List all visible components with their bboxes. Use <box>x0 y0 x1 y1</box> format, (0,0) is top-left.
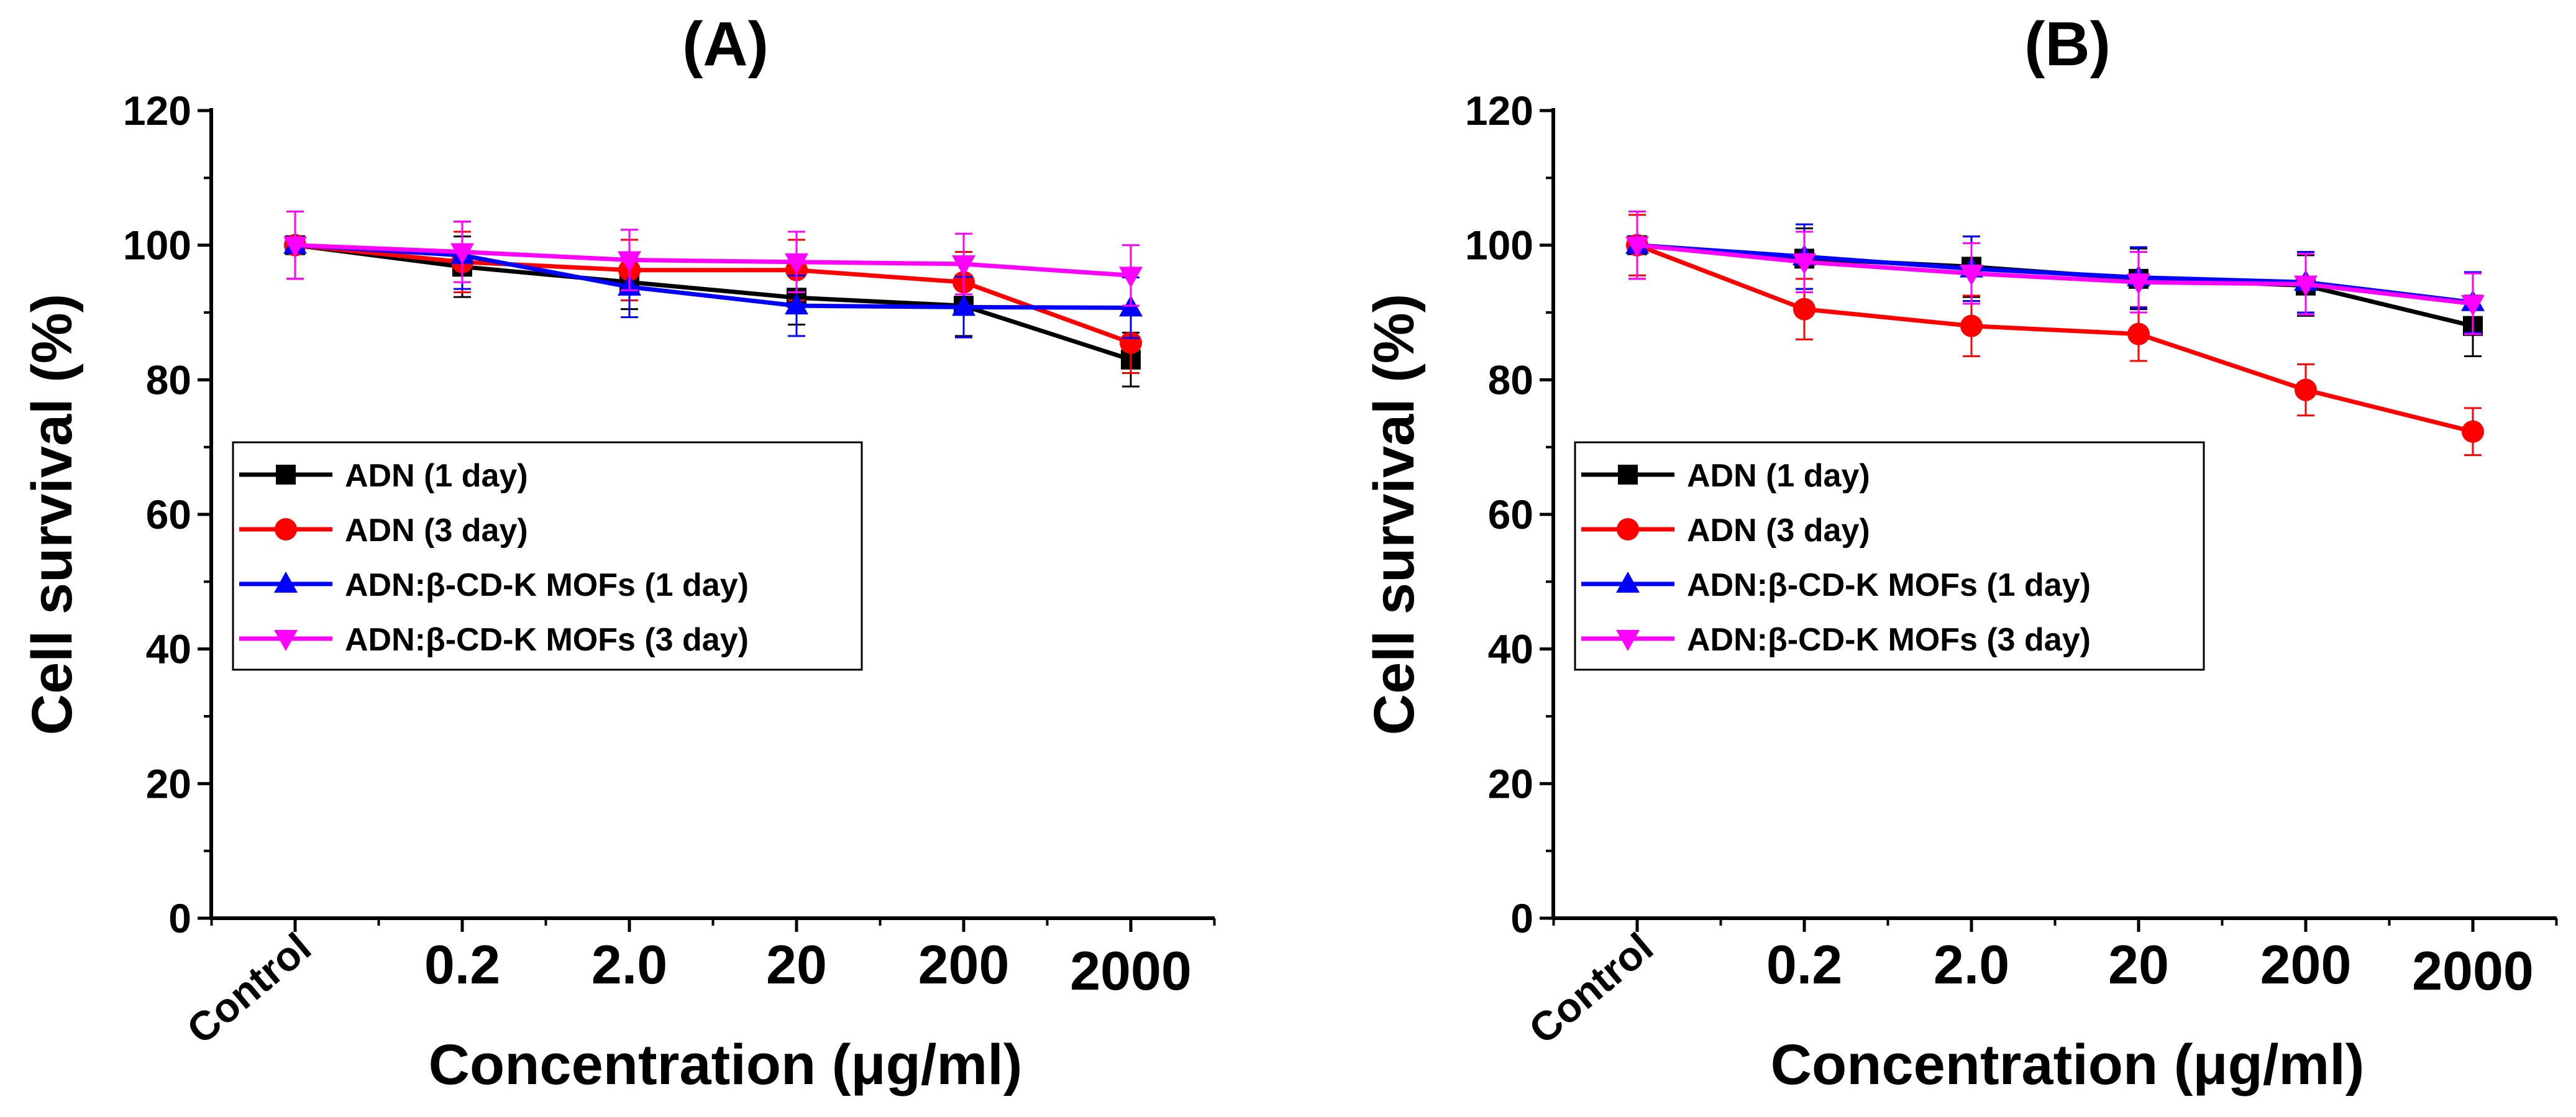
series-line <box>1636 243 2473 434</box>
data-point <box>1793 298 1816 321</box>
x-axis-label: Concentration (μg/ml) <box>1771 1033 2365 1096</box>
legend-marker <box>1616 630 1640 651</box>
x-tick-label: 20 <box>766 934 827 995</box>
legend-marker <box>276 465 296 485</box>
series-3 <box>283 211 1143 307</box>
legend: ADN (1 day) ADN (3 day) ADN:β-CD-K MOFs (1… <box>1574 441 2205 671</box>
series-0 <box>1627 211 2483 357</box>
panel-b: (B) Cell survival (%) Concentration (μg/ml… <box>1363 9 2558 1096</box>
y-axis-label: Cell survival (%) <box>1363 294 1426 736</box>
series-3 <box>1625 211 2485 335</box>
legend-marker <box>1617 518 1639 540</box>
legend-label: ADN (1 day) <box>345 458 528 494</box>
x-tick-label: 200 <box>918 934 1010 995</box>
legend: ADN (1 day) ADN (3 day) ADN:β-CD-K MOFs (1… <box>232 441 863 671</box>
data-point <box>952 255 975 276</box>
y-tick-label: 0 <box>168 895 191 941</box>
y-tick-label: 100 <box>1465 222 1533 268</box>
x-tick-label: 0.2 <box>424 934 500 995</box>
y-axis-label: Cell survival (%) <box>21 294 84 736</box>
series-line <box>295 243 1132 362</box>
y-tick-label: 0 <box>1510 895 1533 941</box>
y-tick-label: 60 <box>146 491 191 537</box>
chart-title: (A) <box>682 9 769 79</box>
data-point <box>283 236 307 258</box>
data-point <box>2461 294 2485 316</box>
y-tick-label: 100 <box>123 222 191 268</box>
data-point <box>952 294 975 316</box>
data-point <box>2462 420 2484 443</box>
data-point <box>618 251 641 273</box>
data-point <box>2127 322 2150 345</box>
series-1 <box>1626 214 2484 457</box>
y-tick-label: 20 <box>1488 760 1533 806</box>
data-point <box>785 293 808 315</box>
data-point <box>1119 267 1143 288</box>
series-line <box>295 243 1132 345</box>
x-tick-label: 2.0 <box>1934 934 2009 995</box>
legend-label: ADN:β-CD-K MOFs (3 day) <box>1687 622 2091 658</box>
data-point <box>1625 236 1649 258</box>
data-point <box>1793 253 1816 275</box>
y-tick-label: 40 <box>146 626 191 672</box>
x-tick-label: Control <box>178 924 319 1052</box>
legend-label: ADN (3 day) <box>345 513 528 549</box>
legend-marker <box>275 518 297 540</box>
x-tick-label: Control <box>1520 924 1661 1052</box>
data-point <box>785 253 808 275</box>
x-tick-label: 2.0 <box>591 934 667 995</box>
y-tick-label: 80 <box>146 357 191 403</box>
data-point <box>2295 378 2317 401</box>
x-tick-label: 2000 <box>1070 940 1192 1001</box>
legend-box <box>1574 441 2205 671</box>
y-tick-label: 40 <box>1488 626 1533 672</box>
data-point <box>450 243 474 265</box>
legend-label: ADN:β-CD-K MOFs (1 day) <box>345 567 749 603</box>
series-2 <box>283 211 1143 339</box>
y-tick-label: 20 <box>146 760 191 806</box>
legend-marker <box>1616 572 1640 593</box>
legend-box <box>232 441 863 671</box>
legend-label: ADN:β-CD-K MOFs (3 day) <box>345 622 749 658</box>
legend-label: ADN (3 day) <box>1687 513 1870 549</box>
x-tick-label: 200 <box>2260 934 2352 995</box>
data-point <box>2127 273 2150 295</box>
legend-label: ADN (1 day) <box>1687 458 1870 494</box>
x-tick-label: 0.2 <box>1766 934 1842 995</box>
series-line <box>1637 243 2473 306</box>
y-tick-label: 120 <box>123 88 191 134</box>
series-line <box>295 243 1131 310</box>
x-axis-label: Concentration (μg/ml) <box>429 1033 1023 1096</box>
series-2 <box>1625 211 2485 334</box>
x-tick-label: 20 <box>2108 934 2169 995</box>
series-line <box>295 243 1131 278</box>
legend-marker <box>1618 465 1638 485</box>
data-point <box>1960 265 1983 286</box>
chart-title: (B) <box>2024 9 2111 79</box>
legend-label: ADN:β-CD-K MOFs (1 day) <box>1687 567 2091 603</box>
data-point <box>1960 314 1983 337</box>
legend-marker <box>274 630 298 651</box>
y-tick-label: 60 <box>1488 491 1533 537</box>
data-point <box>2294 275 2318 297</box>
y-tick-label: 120 <box>1465 88 1533 134</box>
legend-marker <box>274 572 298 593</box>
series-1 <box>284 211 1142 374</box>
panel-a: (A) Cell survival (%) Concentration (μg/ml… <box>21 9 1216 1096</box>
x-tick-label: 2000 <box>2412 940 2534 1001</box>
y-tick-label: 80 <box>1488 357 1533 403</box>
